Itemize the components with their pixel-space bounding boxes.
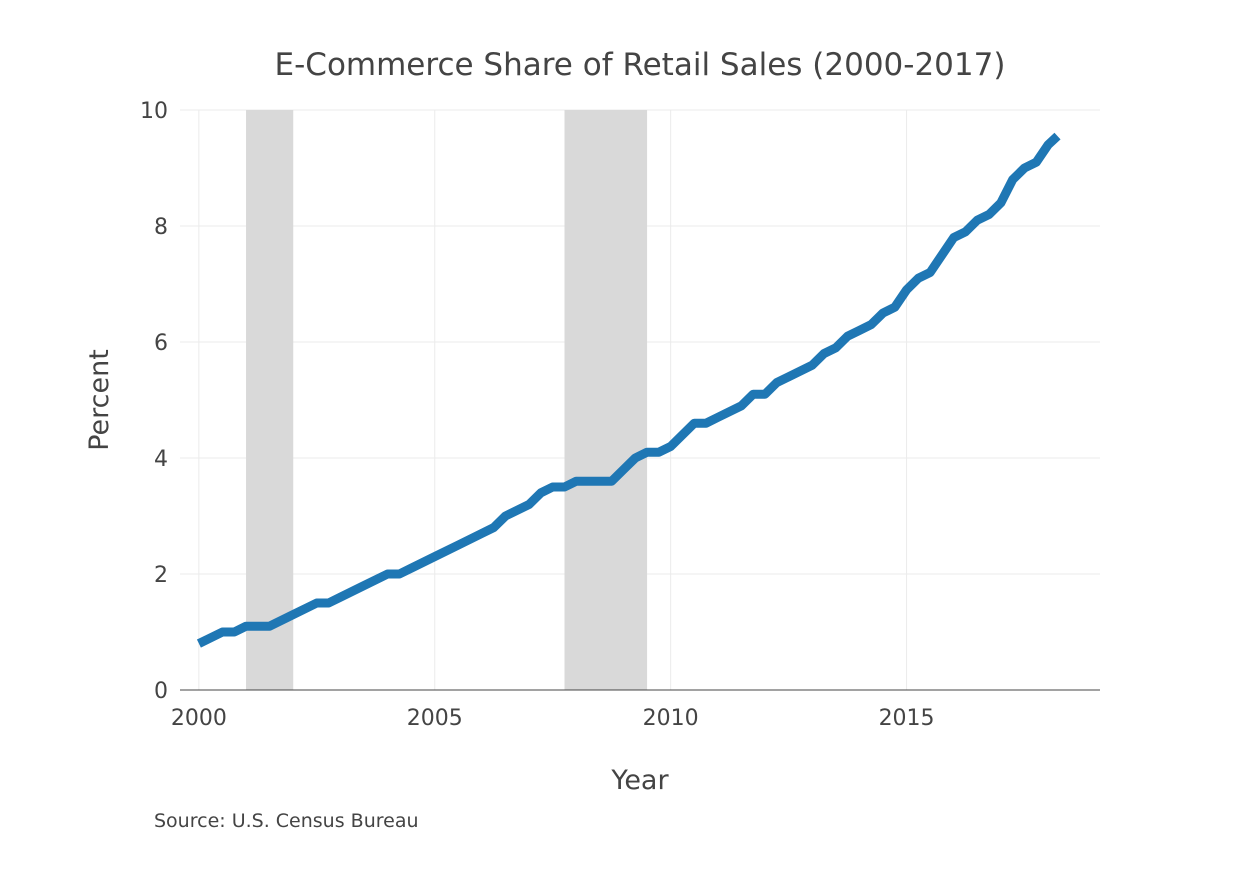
- series-line: [196, 132, 1061, 648]
- y-tick-label: 2: [154, 563, 168, 588]
- recession-shade: [246, 110, 294, 690]
- chart-title: E-Commerce Share of Retail Sales (2000-2…: [275, 47, 1006, 83]
- x-axis-title: Year: [610, 765, 669, 796]
- y-axis-title: Percent: [84, 349, 115, 451]
- x-tick-label: 2015: [879, 706, 935, 731]
- recession-shade: [564, 110, 648, 690]
- y-tick-label: 0: [154, 679, 168, 704]
- y-tick-label: 8: [154, 215, 168, 240]
- series-line-layer: [196, 132, 1061, 648]
- x-tick-label: 2005: [407, 706, 463, 731]
- x-tick-label: 2010: [643, 706, 699, 731]
- x-tick-label: 2000: [171, 706, 227, 731]
- source-note: Source: U.S. Census Bureau: [154, 810, 419, 832]
- y-tick-label: 4: [154, 447, 168, 472]
- recession-shading-layer: [246, 110, 648, 690]
- tick-label-layer: 0 2 4 6 8 10 2000 2005 2010 2015: [140, 99, 935, 731]
- y-tick-label: 6: [154, 331, 168, 356]
- y-tick-label: 10: [140, 99, 168, 124]
